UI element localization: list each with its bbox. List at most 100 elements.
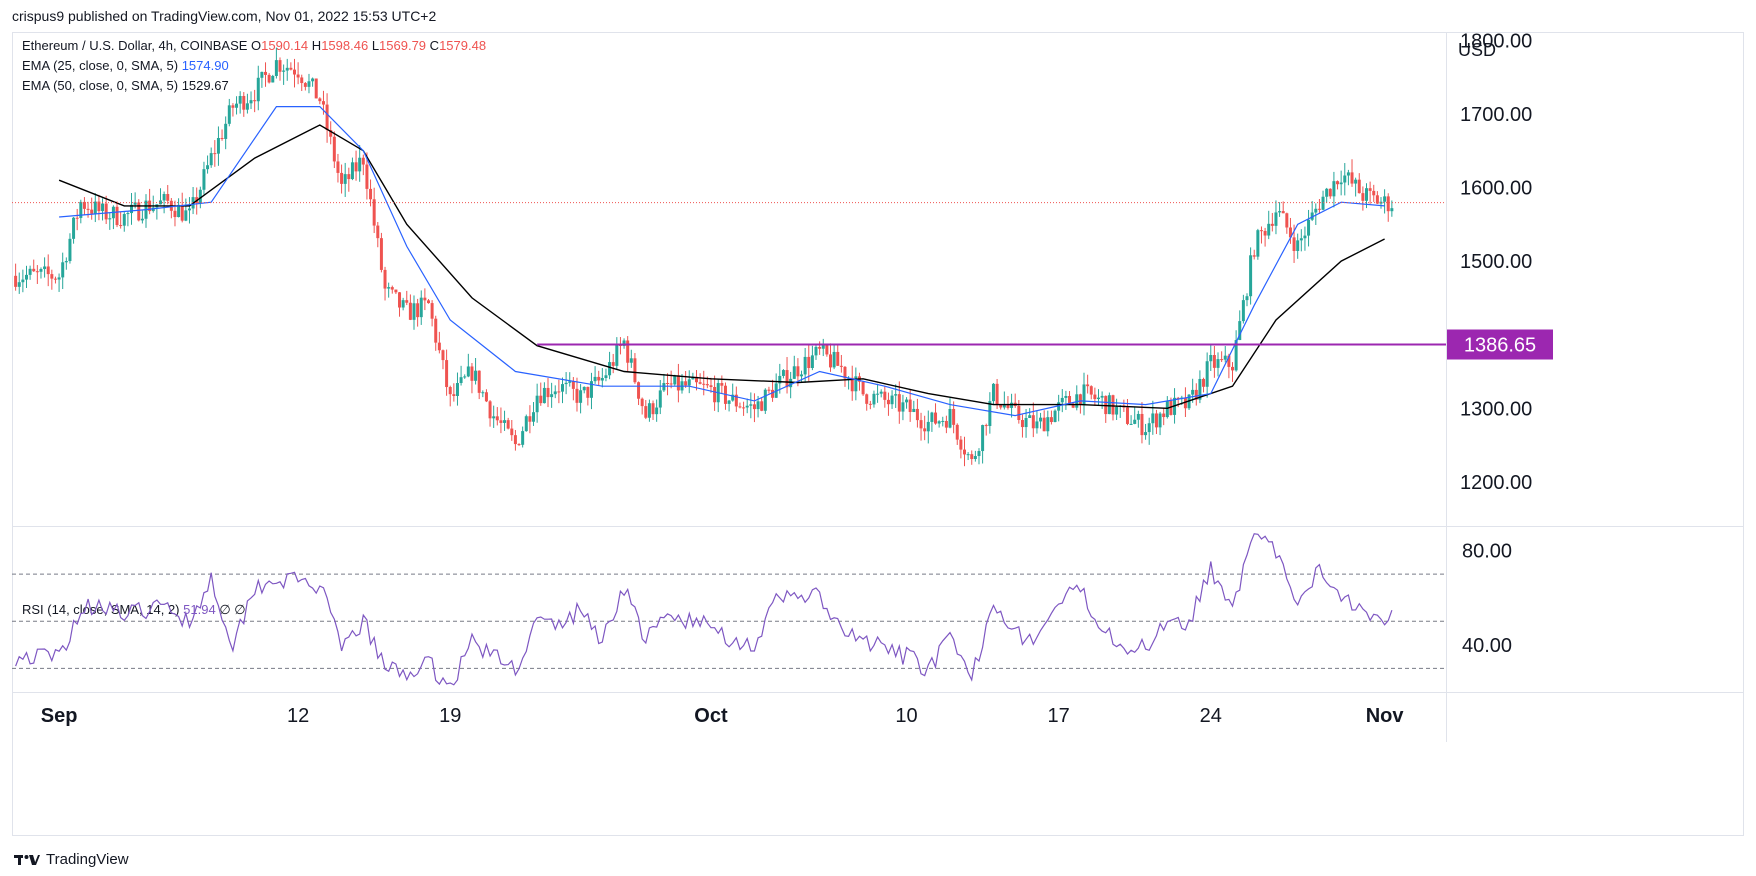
candle-body (209, 153, 213, 166)
candle-body (984, 425, 988, 427)
candle-body (434, 318, 438, 343)
candle-body (564, 382, 568, 385)
candle-body (1024, 418, 1028, 428)
candle-body (897, 394, 901, 412)
candle-body (474, 370, 478, 381)
candle-body (738, 406, 742, 408)
candle-body (1176, 397, 1180, 400)
candle-body (771, 389, 775, 398)
candle-body (466, 366, 470, 377)
candle-body (1158, 413, 1162, 428)
candle-body (441, 350, 445, 361)
candle-body (253, 100, 257, 102)
candle-body (810, 355, 814, 369)
candle-body (745, 405, 749, 408)
candle-body (582, 386, 586, 391)
candle-body (789, 378, 793, 388)
candle-body (303, 83, 307, 87)
candle-body (995, 383, 999, 405)
candle-body (158, 200, 162, 205)
candle-body (1234, 340, 1238, 371)
candle-body (629, 358, 633, 363)
candle-body (350, 162, 354, 180)
candle-body (919, 420, 923, 429)
candle-body (713, 387, 717, 403)
candle-body (894, 394, 898, 396)
candle-body (926, 421, 930, 432)
candle-body (1154, 413, 1158, 428)
candle-body (1245, 296, 1249, 301)
candle-body (1274, 212, 1278, 226)
candle-body (430, 303, 434, 319)
candle-body (481, 392, 485, 394)
low-value: 1569.79 (379, 38, 427, 53)
candle-body (1046, 417, 1050, 432)
candle-body (343, 174, 347, 184)
time-tick-label: Sep (41, 705, 78, 727)
candle-body (977, 451, 981, 457)
candle-body (180, 204, 184, 221)
candle-body (1031, 415, 1035, 429)
ema50-value: 1529.67 (181, 78, 229, 93)
candle-body (1241, 300, 1245, 322)
candle-body (278, 60, 282, 72)
candle-body (1205, 361, 1209, 387)
candle-body (1375, 195, 1379, 204)
candle-body (861, 381, 865, 395)
candle-body (988, 401, 992, 426)
candle-body (781, 370, 785, 376)
candle-body (264, 71, 268, 75)
candle-body (521, 431, 525, 445)
ema50-line (58, 124, 1385, 410)
candle-body (655, 407, 659, 415)
close-value: 1579.48 (439, 38, 487, 53)
price-tick-label: 1300.00 (1460, 398, 1532, 420)
candle-body (115, 206, 119, 226)
candle-body (890, 395, 894, 405)
candle-body (455, 383, 459, 396)
candle-body (1386, 196, 1390, 212)
candle-body (792, 366, 796, 379)
candle-body (1296, 240, 1300, 251)
candle-body (1368, 188, 1372, 191)
candle-body (1365, 188, 1369, 201)
candle-body (1328, 188, 1332, 197)
candle-body (930, 412, 934, 422)
candle-body (731, 394, 735, 401)
candle-body (419, 297, 423, 318)
candle-body (604, 375, 608, 378)
candle-body (401, 300, 405, 308)
candle-body (528, 416, 532, 422)
candle-body (658, 390, 662, 408)
candle-body (238, 96, 242, 104)
candle-body (166, 194, 170, 201)
candle-body (1299, 238, 1303, 241)
candle-body (669, 383, 673, 385)
candle-body (513, 435, 517, 445)
candle-body (1086, 384, 1090, 387)
candle-body (1270, 223, 1274, 226)
footer-brand[interactable]: TradingView (14, 851, 129, 868)
candle-body (119, 225, 123, 227)
ema25-legend: EMA (25, close, 0, SMA, 5) 1574.90 (22, 58, 229, 73)
candle-body (876, 393, 880, 395)
candle-body (872, 393, 876, 405)
candle-body (818, 346, 822, 349)
candle-body (242, 96, 246, 110)
candle-body (216, 137, 220, 154)
candle-body (21, 279, 25, 283)
candle-body (1223, 355, 1227, 360)
candle-body (1259, 230, 1263, 232)
candle-body (1317, 208, 1321, 210)
level-price-label: 1386.65 (1464, 335, 1536, 357)
candle-body (376, 225, 380, 239)
candle-body (1125, 407, 1129, 424)
chart-frame[interactable] (12, 32, 1744, 836)
candle-body (292, 69, 296, 75)
candle-body (267, 74, 271, 83)
candle-body (408, 302, 412, 320)
candle-body (923, 428, 927, 432)
candle-body (1249, 255, 1253, 297)
level-price-badge (1447, 329, 1553, 360)
